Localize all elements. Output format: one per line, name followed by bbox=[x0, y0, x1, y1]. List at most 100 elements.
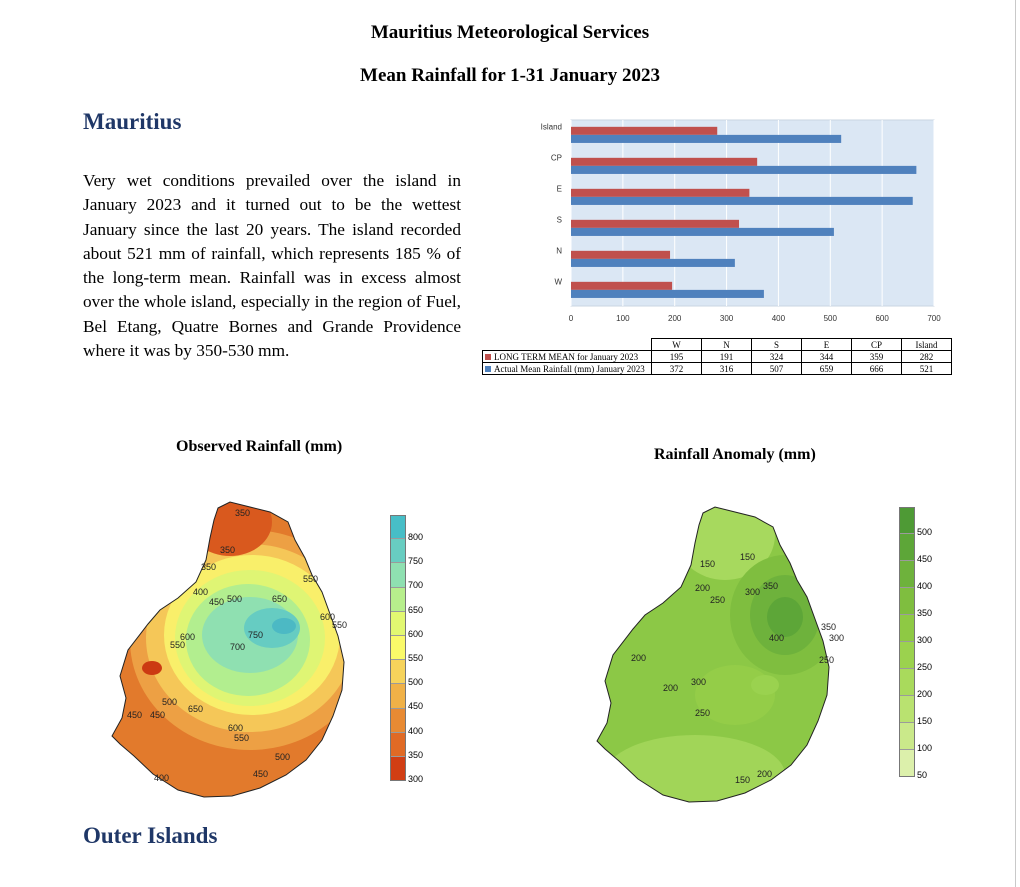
series-label: LONG TERM MEAN for January 2023 bbox=[482, 350, 652, 363]
table-header-cell: E bbox=[801, 338, 852, 351]
colorbar-cell bbox=[899, 534, 915, 561]
contour-label: 700 bbox=[230, 642, 245, 652]
contour-label: 600 bbox=[180, 632, 195, 642]
y-tick-label: CP bbox=[551, 153, 562, 162]
contour-label: 350 bbox=[821, 622, 836, 632]
table-cell: 191 bbox=[701, 350, 752, 363]
contour-label: 600 bbox=[228, 723, 243, 733]
contour-label: 250 bbox=[710, 595, 725, 605]
table-cell: 282 bbox=[901, 350, 952, 363]
x-tick-label: 600 bbox=[875, 314, 889, 323]
contour-label: 400 bbox=[769, 633, 784, 643]
table-cell: 507 bbox=[751, 362, 802, 375]
table-cell: 521 bbox=[901, 362, 952, 375]
contour-label: 200 bbox=[757, 769, 772, 779]
contour-label: 200 bbox=[663, 683, 678, 693]
contour-label: 500 bbox=[227, 594, 242, 604]
bar-actual-W bbox=[571, 289, 764, 298]
contour-label: 500 bbox=[162, 697, 177, 707]
contour-label: 200 bbox=[695, 583, 710, 593]
y-tick-label: E bbox=[557, 184, 562, 193]
contour-label: 150 bbox=[740, 552, 755, 562]
colorbar-label: 450 bbox=[917, 554, 933, 564]
colorbar-label: 400 bbox=[408, 725, 424, 736]
contour-label: 350 bbox=[763, 581, 778, 591]
observed-rainfall-map: 350 350 350 400 450 500 550 650 700 750 … bbox=[111, 501, 347, 798]
rainfall-bar-chart: 0 100 200 300 400 500 600 700 W N S E CP Island bbox=[541, 119, 941, 323]
contour-label: 300 bbox=[745, 587, 760, 597]
bar-actual-Island bbox=[571, 134, 842, 143]
series-label: Actual Mean Rainfall (mm) January 2023 bbox=[482, 362, 652, 375]
table-cell: 359 bbox=[851, 350, 902, 363]
bar-long-term-N bbox=[571, 250, 671, 259]
colorbar-cell bbox=[899, 588, 915, 615]
contour-label: 300 bbox=[829, 633, 844, 643]
contour-label: 450 bbox=[127, 710, 142, 720]
x-tick-label: 200 bbox=[668, 314, 682, 323]
legend-swatch-actual bbox=[485, 366, 491, 373]
colorbar-cell bbox=[390, 611, 406, 636]
contour-label: 400 bbox=[193, 587, 208, 597]
colorbar-label: 150 bbox=[917, 716, 933, 726]
colorbar-cell bbox=[899, 723, 915, 750]
table-header-row: W N S E CP Island bbox=[483, 338, 952, 351]
colorbar-label: 800 bbox=[408, 532, 424, 542]
x-tick-label: 400 bbox=[772, 314, 786, 323]
contour-label: 250 bbox=[819, 655, 834, 665]
observed-map-title: Observed Rainfall (mm) bbox=[176, 438, 343, 455]
contour-label: 550 bbox=[332, 620, 347, 630]
bar-actual-E bbox=[571, 196, 913, 205]
contour-label: 450 bbox=[209, 597, 224, 607]
anomaly-map: 150 150 200 250 300 350 400 350 300 250 … bbox=[596, 506, 844, 803]
colorbar-label: 450 bbox=[408, 701, 424, 712]
y-tick-label: Island bbox=[541, 122, 562, 131]
colorbar-cell bbox=[390, 515, 406, 540]
y-tick-label: W bbox=[554, 277, 562, 286]
plot-area bbox=[570, 119, 935, 307]
table-cell: 195 bbox=[651, 350, 702, 363]
bar-actual-CP bbox=[571, 165, 917, 174]
colorbar-cell bbox=[390, 684, 406, 709]
bar-long-term-CP bbox=[571, 157, 758, 166]
colorbar-frame bbox=[899, 507, 915, 777]
x-tick-label: 500 bbox=[824, 314, 838, 323]
colorbar-label: 100 bbox=[917, 743, 933, 753]
bar-long-term-Island bbox=[571, 126, 718, 135]
colorbar-cell bbox=[899, 669, 915, 696]
colorbar-label: 300 bbox=[408, 774, 424, 784]
table-row: LONG TERM MEAN for January 2023 195 191 … bbox=[482, 350, 952, 363]
section-heading-mauritius: Mauritius bbox=[83, 109, 182, 134]
colorbar-label: 550 bbox=[408, 653, 424, 663]
contour-label: 750 bbox=[248, 630, 263, 640]
x-tick-label: 100 bbox=[616, 314, 630, 323]
colorbar-label: 600 bbox=[408, 628, 424, 639]
series-name: Actual Mean Rainfall (mm) January 2023 bbox=[494, 363, 645, 374]
contour-label: 350 bbox=[201, 562, 216, 572]
table-header-cell: N bbox=[701, 338, 752, 351]
contour-label: 350 bbox=[220, 545, 235, 555]
colorbar-cell bbox=[390, 636, 406, 661]
colorbar-cell bbox=[390, 587, 406, 612]
y-tick-label: N bbox=[556, 246, 562, 255]
table-cell: 316 bbox=[701, 362, 752, 375]
colorbar-cell bbox=[390, 563, 406, 588]
y-tick-label: S bbox=[557, 215, 562, 224]
contour-label: 200 bbox=[631, 653, 646, 663]
colorbar-cell bbox=[899, 615, 915, 642]
contour-label: 500 bbox=[275, 752, 290, 762]
colorbar-label: 500 bbox=[917, 527, 933, 537]
colorbar-label: 200 bbox=[917, 689, 933, 699]
contour-label: 450 bbox=[253, 769, 268, 779]
legend-swatch-long-term bbox=[485, 354, 491, 361]
colorbar-cell bbox=[390, 539, 406, 564]
colorbar-cell bbox=[390, 660, 406, 685]
colorbar-label: 300 bbox=[917, 635, 933, 645]
table-header-cell: W bbox=[651, 338, 702, 351]
page-edge-line bbox=[1015, 0, 1016, 887]
colorbar-cell bbox=[390, 732, 406, 757]
rainfall-data-table: W N S E CP Island LONG TERM MEAN for Jan… bbox=[482, 338, 952, 375]
contour-label: 450 bbox=[150, 710, 165, 720]
x-tick-label: 300 bbox=[720, 314, 734, 323]
colorbar-cell bbox=[899, 696, 915, 723]
bar-long-term-S bbox=[571, 219, 740, 228]
